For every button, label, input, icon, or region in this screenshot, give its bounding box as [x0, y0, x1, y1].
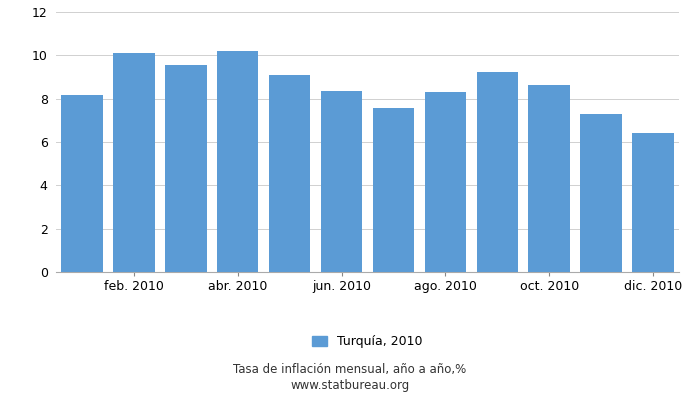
Bar [477, 72, 518, 272]
Text: www.statbureau.org: www.statbureau.org [290, 380, 410, 392]
Bar [217, 51, 258, 272]
Bar [528, 85, 570, 272]
Bar [372, 108, 414, 272]
Text: Tasa de inflación mensual, año a año,%: Tasa de inflación mensual, año a año,% [233, 364, 467, 376]
Bar [632, 133, 674, 272]
Bar [321, 91, 363, 272]
Bar [113, 52, 155, 272]
Bar [580, 114, 622, 272]
Bar [165, 65, 206, 272]
Bar [61, 94, 103, 272]
Bar [269, 75, 310, 272]
Bar [425, 92, 466, 272]
Legend: Turquía, 2010: Turquía, 2010 [312, 336, 423, 348]
